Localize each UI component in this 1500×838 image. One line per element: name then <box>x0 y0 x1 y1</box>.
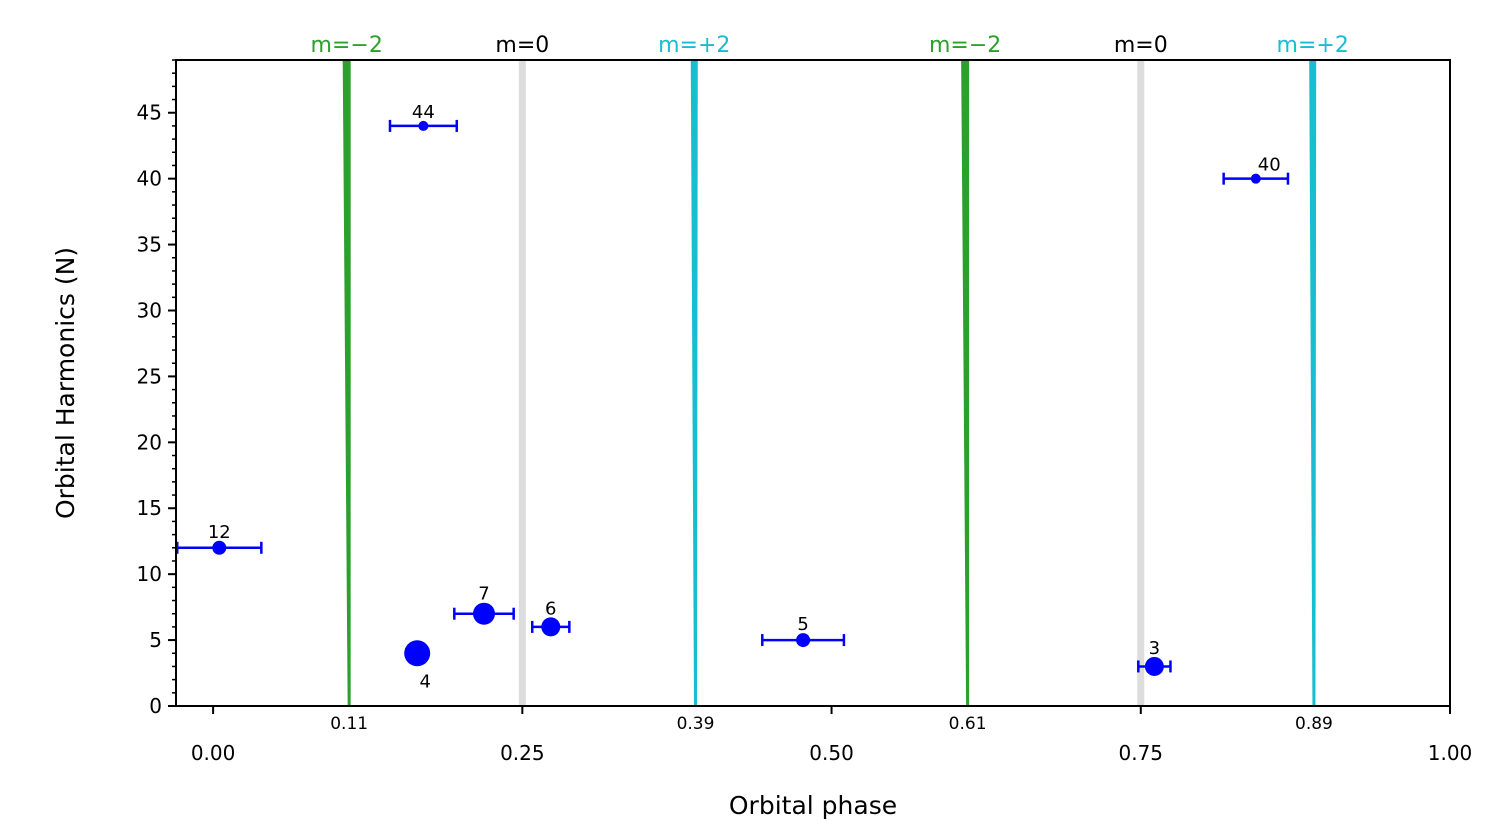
y-tick-label: 25 <box>137 364 162 388</box>
mode-phase-label: 0.89 <box>1295 714 1333 734</box>
mode-labels: m=−2 m=0 m=+2 m=−2 m=0 m=+2 <box>311 33 1349 58</box>
x-tick-label: 0.75 <box>1119 741 1164 765</box>
x-axis-ticks: 0.00 0.25 0.50 0.75 1.00 <box>191 706 1472 765</box>
point-marker <box>1250 173 1261 184</box>
point-marker <box>472 602 495 625</box>
mode-phase-label: 0.61 <box>949 714 987 734</box>
point-label: 44 <box>412 102 435 123</box>
data-point-4: 4 <box>404 640 431 692</box>
point-label: 12 <box>208 522 231 543</box>
y-tick-label: 5 <box>149 628 162 652</box>
point-label: 3 <box>1149 638 1160 659</box>
x-axis-title: Orbital phase <box>729 791 897 820</box>
data-point-44: 44 <box>388 102 459 132</box>
point-marker <box>418 120 429 131</box>
mode-phase-label: 0.39 <box>677 714 715 734</box>
point-label: 6 <box>545 598 556 619</box>
y-tick-label: 40 <box>137 167 162 191</box>
y-tick-label: 10 <box>137 562 162 586</box>
mode-line-0 <box>342 60 351 706</box>
point-marker <box>212 540 227 555</box>
point-marker <box>796 633 811 648</box>
data-point-5: 5 <box>761 614 846 648</box>
y-tick-label: 35 <box>137 233 162 257</box>
data-point-3: 3 <box>1137 638 1172 676</box>
mode-line-2 <box>690 60 698 706</box>
x-tick-label: 0.25 <box>500 741 545 765</box>
point-marker <box>404 640 431 667</box>
mode-label-1: m=0 <box>495 33 549 58</box>
mode-lines <box>342 60 1317 706</box>
data-point-40: 40 <box>1222 155 1290 185</box>
y-axis-ticks: 0 5 10 15 20 25 30 35 40 45 <box>137 101 176 718</box>
data-point-6: 6 <box>530 598 571 637</box>
mode-phase-labels: 0.11 0.39 0.61 0.89 <box>330 714 1333 734</box>
point-label: 40 <box>1258 155 1281 176</box>
mode-phase-label: 0.11 <box>330 714 368 734</box>
mode-line-4 <box>1137 60 1145 706</box>
y-tick-label: 0 <box>149 694 162 718</box>
data-point-7: 7 <box>453 584 515 625</box>
mode-line-3 <box>961 60 970 706</box>
mode-line-1 <box>518 60 526 706</box>
y-tick-label: 45 <box>137 101 162 125</box>
y-tick-label: 30 <box>137 298 162 322</box>
mode-label-0: m=−2 <box>311 33 383 58</box>
x-tick-label: 0.50 <box>809 741 854 765</box>
x-tick-label: 0.00 <box>191 741 236 765</box>
mode-line-5 <box>1309 60 1317 706</box>
point-marker <box>1144 656 1164 676</box>
point-label: 5 <box>797 614 808 635</box>
point-label: 7 <box>478 584 489 605</box>
data-point-12: 12 <box>175 522 263 555</box>
plot-frame <box>175 59 1451 707</box>
mode-label-2: m=+2 <box>658 33 730 58</box>
point-marker <box>541 617 561 637</box>
x-tick-label: 1.00 <box>1428 741 1473 765</box>
mode-label-4: m=0 <box>1114 33 1168 58</box>
point-label: 4 <box>419 671 430 692</box>
mode-label-5: m=+2 <box>1277 33 1349 58</box>
mode-label-3: m=−2 <box>929 33 1001 58</box>
y-axis-title: Orbital Harmonics (N) <box>51 247 80 519</box>
y-tick-label: 15 <box>137 496 162 520</box>
y-tick-label: 20 <box>137 430 162 454</box>
